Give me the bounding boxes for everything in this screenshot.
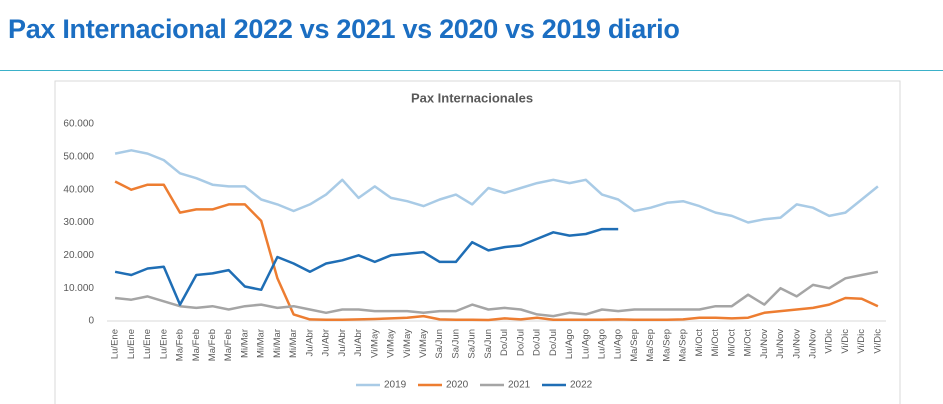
x-tick-label: Lu/Ago xyxy=(564,329,575,359)
x-tick-label: Mi/Mar xyxy=(239,329,250,358)
series-line xyxy=(114,227,619,306)
y-tick-label: 60.000 xyxy=(63,119,94,130)
x-tick-label: Lu/Ene xyxy=(142,329,153,359)
x-tick-label: Vi/Dic xyxy=(840,329,851,354)
y-tick-label: 20.000 xyxy=(63,250,94,261)
x-tick-label: Vi/Dic xyxy=(856,329,867,354)
y-tick-label: 50.000 xyxy=(63,151,94,162)
x-tick-label: Lu/Ago xyxy=(597,329,608,359)
series-line xyxy=(114,149,879,224)
x-tick-label: Ma/Sep xyxy=(629,329,640,362)
chart-frame xyxy=(54,80,901,404)
x-tick-label: Sa/Jun xyxy=(483,329,494,359)
x-tick-label: Mi/Mar xyxy=(256,329,267,358)
x-tick-label: Lu/Ago xyxy=(580,329,591,359)
y-tick-label: 0 xyxy=(88,316,94,327)
x-tick-label: Lu/Ago xyxy=(613,329,624,359)
x-tick-label: Lu/Ene xyxy=(126,329,137,359)
x-tick-label: Vi/Dic xyxy=(872,329,883,354)
x-tick-label: Mi/Oct xyxy=(694,329,705,357)
x-tick-label: Lu/Ene xyxy=(110,329,121,359)
x-tick-label: Ju/Nov xyxy=(775,329,786,359)
x-tick-label: Do/Jul xyxy=(532,329,543,356)
x-tick-label: Mi/Oct xyxy=(726,329,737,357)
x-tick-label: Mi/Oct xyxy=(743,329,754,357)
x-tick-label: Lu/Ene xyxy=(158,329,169,359)
x-tick-label: Ma/Feb xyxy=(223,329,234,361)
series-line xyxy=(114,270,879,318)
x-tick-label: Vi/May xyxy=(369,329,380,358)
x-tick-label: Ma/Feb xyxy=(191,329,202,361)
x-tick-label: Ma/Sep xyxy=(678,329,689,362)
page-title: Pax Internacional 2022 vs 2021 vs 2020 v… xyxy=(8,14,680,44)
y-tick-label: 10.000 xyxy=(63,283,94,294)
x-tick-label: Sa/Jun xyxy=(434,329,445,359)
legend-label: 2022 xyxy=(570,380,593,391)
x-tick-label: Ju/Abr xyxy=(353,329,364,356)
legend-label: 2019 xyxy=(384,380,407,391)
x-tick-label: Mi/Mar xyxy=(288,329,299,358)
legend-label: 2021 xyxy=(508,380,531,391)
x-tick-label: Ma/Sep xyxy=(661,329,672,362)
x-tick-label: Vi/May xyxy=(402,329,413,358)
x-tick-label: Ju/Nov xyxy=(759,329,770,359)
x-tick-label: Do/Jul xyxy=(515,329,526,356)
y-tick-label: 40.000 xyxy=(63,184,94,195)
x-tick-label: Ju/Abr xyxy=(304,329,315,356)
x-tick-label: Mi/Oct xyxy=(710,329,721,357)
series-line xyxy=(114,180,879,322)
x-tick-label: Sa/Jun xyxy=(467,329,478,359)
x-tick-label: Vi/Dic xyxy=(824,329,835,354)
x-tick-label: Mi/Mar xyxy=(272,329,283,358)
x-tick-label: Do/Jul xyxy=(499,329,510,356)
chart-title: Pax Internacionales xyxy=(411,90,533,105)
divider xyxy=(0,70,943,71)
x-tick-label: Do/Jul xyxy=(548,329,559,356)
y-tick-label: 30.000 xyxy=(63,217,94,228)
x-tick-label: Vi/May xyxy=(386,329,397,358)
legend-label: 2020 xyxy=(446,380,469,391)
x-tick-label: Sa/Jun xyxy=(450,329,461,359)
x-tick-label: Vi/May xyxy=(418,329,429,358)
x-tick-label: Ma/Feb xyxy=(175,329,186,361)
x-tick-label: Ju/Nov xyxy=(791,329,802,359)
x-tick-label: Ju/Nov xyxy=(807,329,818,359)
x-tick-label: Ju/Abr xyxy=(321,329,332,356)
x-tick-label: Ma/Sep xyxy=(645,329,656,362)
x-tick-label: Ma/Feb xyxy=(207,329,218,361)
x-tick-label: Ju/Abr xyxy=(337,329,348,356)
